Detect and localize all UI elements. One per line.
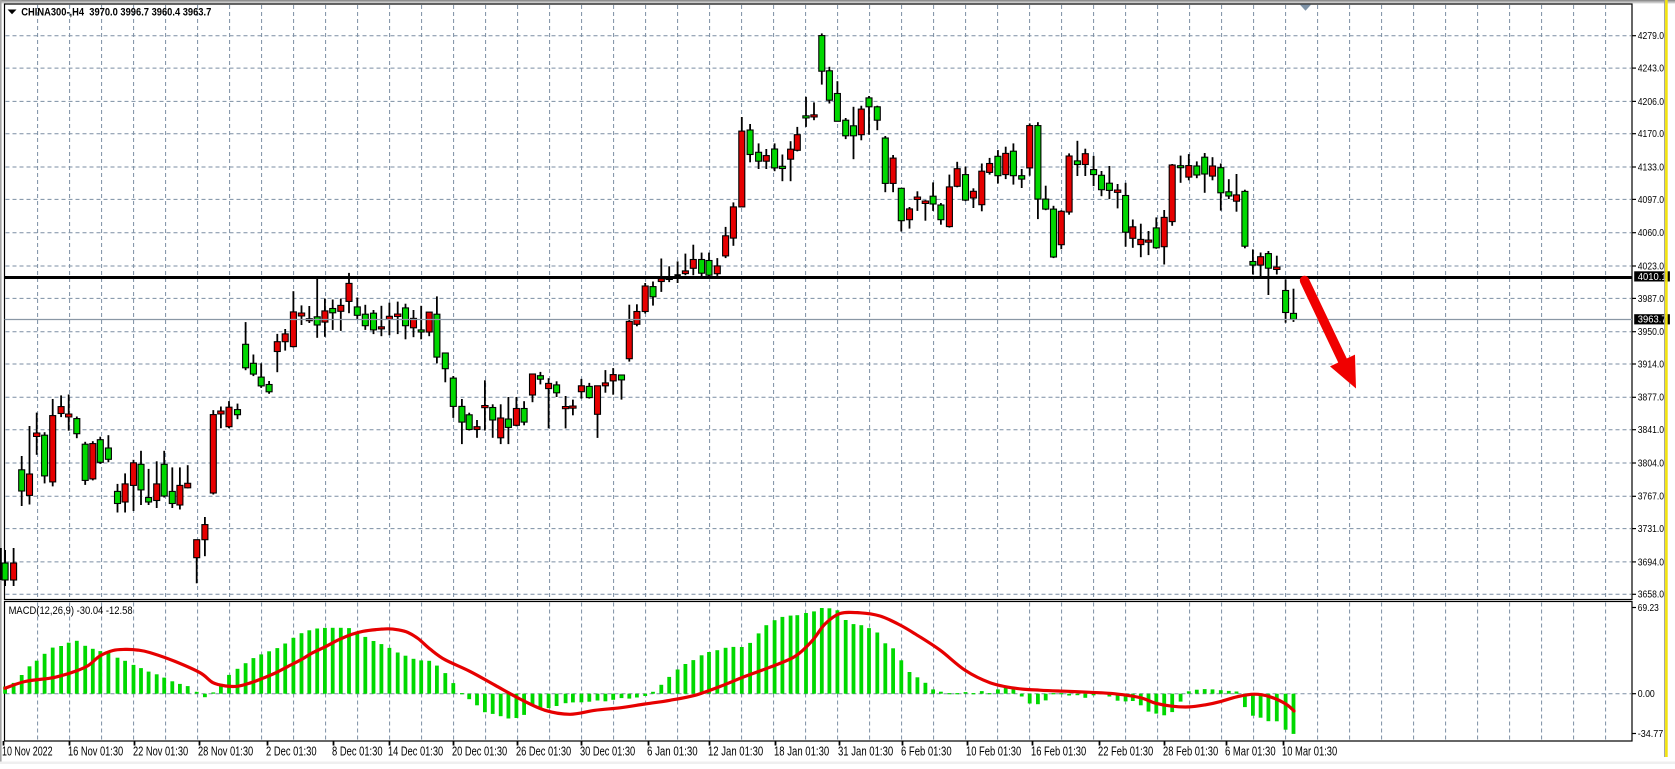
svg-text:CHINA300-,H4 3970.0 3996.7 39: CHINA300-,H4 3970.0 3996.7 3960.4 3963.7 bbox=[21, 7, 211, 19]
svg-text:3804.0: 3804.0 bbox=[1638, 458, 1665, 469]
svg-text:2 Dec 01:30: 2 Dec 01:30 bbox=[266, 744, 317, 758]
svg-text:3658.0: 3658.0 bbox=[1638, 590, 1665, 601]
svg-text:18 Jan 01:30: 18 Jan 01:30 bbox=[774, 744, 829, 758]
svg-text:10 Feb 01:30: 10 Feb 01:30 bbox=[966, 744, 1021, 758]
svg-text:10 Nov 2022: 10 Nov 2022 bbox=[2, 744, 53, 758]
svg-text:14 Dec 01:30: 14 Dec 01:30 bbox=[388, 744, 443, 758]
svg-text:3767.0: 3767.0 bbox=[1638, 492, 1665, 503]
svg-text:4010.1: 4010.1 bbox=[1638, 272, 1667, 283]
svg-text:28 Feb 01:30: 28 Feb 01:30 bbox=[1163, 744, 1218, 758]
svg-text:-34.77: -34.77 bbox=[1638, 729, 1664, 740]
svg-text:3841.0: 3841.0 bbox=[1638, 425, 1665, 436]
svg-text:3914.0: 3914.0 bbox=[1638, 359, 1665, 370]
svg-text:22 Feb 01:30: 22 Feb 01:30 bbox=[1098, 744, 1153, 758]
svg-text:4243.0: 4243.0 bbox=[1638, 64, 1665, 75]
svg-text:6 Mar 01:30: 6 Mar 01:30 bbox=[1225, 744, 1276, 758]
svg-text:4279.0: 4279.0 bbox=[1638, 31, 1665, 42]
svg-text:26 Dec 01:30: 26 Dec 01:30 bbox=[516, 744, 571, 758]
svg-text:4133.0: 4133.0 bbox=[1638, 162, 1665, 173]
svg-text:3987.0: 3987.0 bbox=[1638, 294, 1665, 305]
svg-text:28 Nov 01:30: 28 Nov 01:30 bbox=[198, 744, 253, 758]
svg-text:4023.0: 4023.0 bbox=[1638, 261, 1665, 272]
svg-text:6 Jan 01:30: 6 Jan 01:30 bbox=[647, 744, 698, 758]
svg-text:4097.0: 4097.0 bbox=[1638, 195, 1665, 206]
svg-text:16 Feb 01:30: 16 Feb 01:30 bbox=[1031, 744, 1086, 758]
svg-text:8 Dec 01:30: 8 Dec 01:30 bbox=[332, 744, 383, 758]
svg-text:3731.0: 3731.0 bbox=[1638, 524, 1665, 535]
svg-text:69.23: 69.23 bbox=[1638, 603, 1659, 614]
svg-text:12 Jan 01:30: 12 Jan 01:30 bbox=[708, 744, 763, 758]
svg-text:3950.0: 3950.0 bbox=[1638, 327, 1665, 338]
svg-text:3694.0: 3694.0 bbox=[1638, 557, 1665, 568]
svg-text:6 Feb 01:30: 6 Feb 01:30 bbox=[901, 744, 952, 758]
svg-text:0.00: 0.00 bbox=[1638, 689, 1655, 700]
svg-text:4060.0: 4060.0 bbox=[1638, 228, 1665, 239]
svg-text:3877.0: 3877.0 bbox=[1638, 393, 1665, 404]
svg-text:4170.0: 4170.0 bbox=[1638, 129, 1665, 140]
svg-text:MACD(12,26,9) -30.04 -12.58: MACD(12,26,9) -30.04 -12.58 bbox=[9, 605, 133, 617]
svg-text:3963.7: 3963.7 bbox=[1638, 315, 1667, 326]
svg-text:20 Dec 01:30: 20 Dec 01:30 bbox=[452, 744, 507, 758]
svg-text:10 Mar 01:30: 10 Mar 01:30 bbox=[1282, 744, 1337, 758]
svg-text:22 Nov 01:30: 22 Nov 01:30 bbox=[133, 744, 188, 758]
svg-text:16 Nov 01:30: 16 Nov 01:30 bbox=[68, 744, 123, 758]
svg-text:30 Dec 01:30: 30 Dec 01:30 bbox=[580, 744, 635, 758]
svg-text:31 Jan 01:30: 31 Jan 01:30 bbox=[838, 744, 893, 758]
svg-text:4206.0: 4206.0 bbox=[1638, 97, 1665, 108]
